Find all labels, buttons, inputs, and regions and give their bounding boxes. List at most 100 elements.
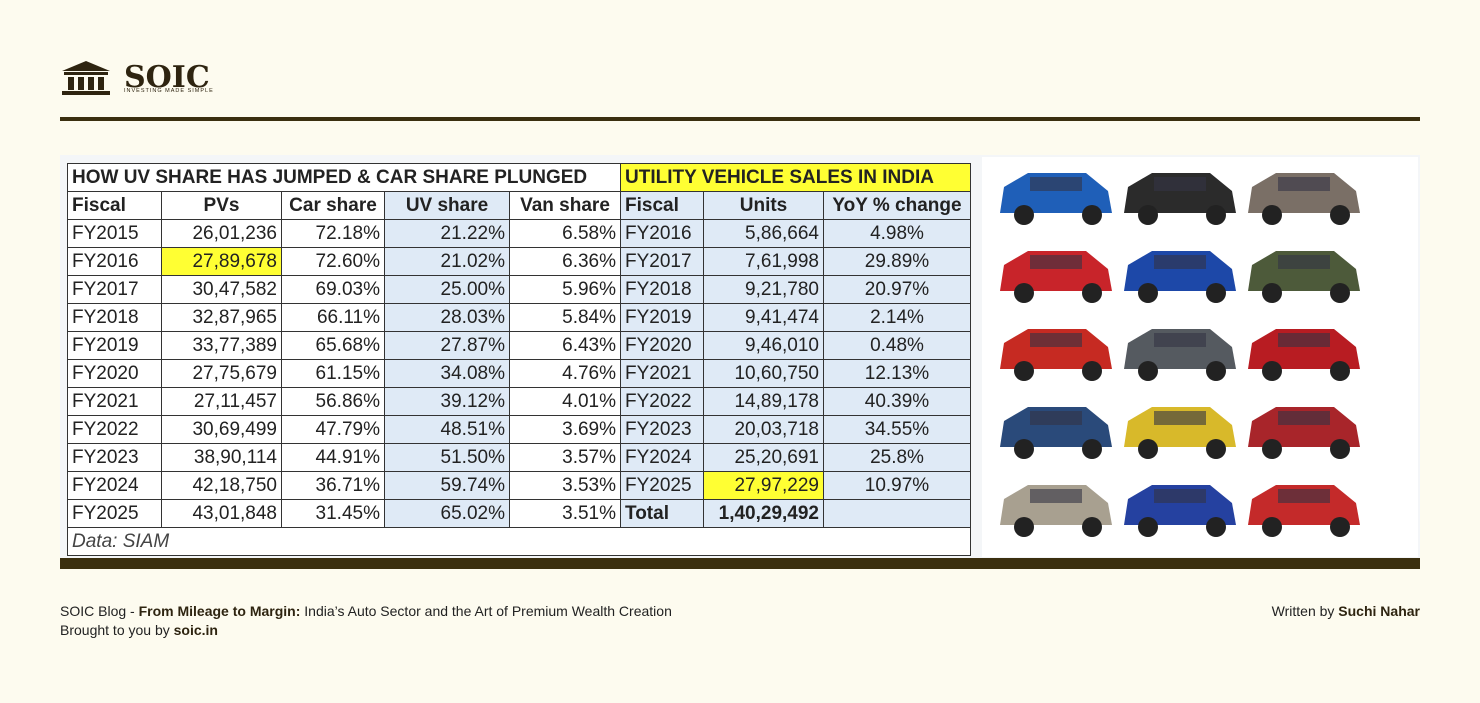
cell: 42,18,750 xyxy=(161,471,282,500)
car-image xyxy=(1000,173,1112,225)
cell: 72.18% xyxy=(281,219,385,248)
row: FY2018 32,87,965 66.11% 28.03% 5.84% FY2019 9,… xyxy=(67,303,971,332)
cell: PVs xyxy=(161,191,282,220)
car-grid xyxy=(1000,173,1360,537)
cell: 69.03% xyxy=(281,275,385,304)
credit-line: Brought to you by soic.in xyxy=(60,622,218,638)
cell: 21.02% xyxy=(384,247,510,276)
cell: 38,90,114 xyxy=(161,443,282,472)
cell: 9,21,780 xyxy=(703,275,824,304)
text: SOIC Blog - xyxy=(60,603,139,619)
cell: 27,97,229 xyxy=(703,471,824,500)
cell: 30,69,499 xyxy=(161,415,282,444)
cell: UV share xyxy=(384,191,510,220)
cell: Fiscal xyxy=(67,191,162,220)
logo-text: SOIC xyxy=(124,60,210,95)
row: HOW UV SHARE HAS JUMPED & CAR SHARE PLUN… xyxy=(67,163,971,192)
cell: 56.86% xyxy=(281,387,385,416)
text: Brought to you by xyxy=(60,622,174,638)
cell: 27,75,679 xyxy=(161,359,282,388)
cell: 65.02% xyxy=(384,499,510,528)
cell: 6.58% xyxy=(509,219,621,248)
cell: 3.69% xyxy=(509,415,621,444)
cell: 72.60% xyxy=(281,247,385,276)
cell: FY2019 xyxy=(67,331,162,360)
cell: Fiscal xyxy=(620,191,704,220)
cell: Units xyxy=(703,191,824,220)
row: FY2025 43,01,848 31.45% 65.02% 3.51% Total 1,4… xyxy=(67,499,971,528)
cell: FY2024 xyxy=(67,471,162,500)
car-image xyxy=(1124,251,1236,303)
cell: 44.91% xyxy=(281,443,385,472)
car-image xyxy=(1248,407,1360,459)
row: FY2022 30,69,499 47.79% 48.51% 3.69% FY2023 20… xyxy=(67,415,971,444)
cell: FY2017 xyxy=(67,275,162,304)
logo-icon xyxy=(62,61,110,95)
car-image xyxy=(1124,329,1236,381)
cell: 5.84% xyxy=(509,303,621,332)
cell: YoY % change xyxy=(823,191,971,220)
author-line: Written by Suchi Nahar xyxy=(1272,603,1420,619)
car-image xyxy=(1124,173,1236,225)
cell: 40.39% xyxy=(823,387,971,416)
cell: 25,20,691 xyxy=(703,443,824,472)
cell xyxy=(823,499,971,528)
cell: 14,89,178 xyxy=(703,387,824,416)
car-image xyxy=(1248,173,1360,225)
cell: 9,41,474 xyxy=(703,303,824,332)
cell: 5.96% xyxy=(509,275,621,304)
car-image xyxy=(1000,407,1112,459)
cell: 4.01% xyxy=(509,387,621,416)
cell: 3.51% xyxy=(509,499,621,528)
cell: 20,03,718 xyxy=(703,415,824,444)
cell: 25.8% xyxy=(823,443,971,472)
cell: 1,40,29,492 xyxy=(703,499,824,528)
row: FY2017 30,47,582 69.03% 25.00% 5.96% FY2018 9,… xyxy=(67,275,971,304)
car-image xyxy=(1000,329,1112,381)
row: Data: SIAM xyxy=(67,527,971,556)
cell: UTILITY VEHICLE SALES IN INDIA xyxy=(620,163,971,192)
row: Fiscal PVs Car share UV share Van share Fisca… xyxy=(67,191,971,220)
car-image xyxy=(1000,485,1112,537)
car-image xyxy=(1248,485,1360,537)
cell: 9,46,010 xyxy=(703,331,824,360)
car-images xyxy=(982,157,1418,557)
cell: 51.50% xyxy=(384,443,510,472)
cell: 10.97% xyxy=(823,471,971,500)
cell: 26,01,236 xyxy=(161,219,282,248)
cell: 21.22% xyxy=(384,219,510,248)
cell: 7,61,998 xyxy=(703,247,824,276)
cell: 12.13% xyxy=(823,359,971,388)
cell: FY2021 xyxy=(620,359,704,388)
cell: 28.03% xyxy=(384,303,510,332)
row: FY2019 33,77,389 65.68% 27.87% 6.43% FY2020 9,… xyxy=(67,331,971,360)
cell: 32,87,965 xyxy=(161,303,282,332)
cell: 30,47,582 xyxy=(161,275,282,304)
cell: 3.57% xyxy=(509,443,621,472)
cell: FY2023 xyxy=(67,443,162,472)
row: FY2021 27,11,457 56.86% 39.12% 4.01% FY2022 14… xyxy=(67,387,971,416)
cell: Data: SIAM xyxy=(67,527,282,556)
cell: 2.14% xyxy=(823,303,971,332)
cell: 31.45% xyxy=(281,499,385,528)
cell: 4.76% xyxy=(509,359,621,388)
logo: SOIC INVESTING MADE SIMPLE xyxy=(60,58,213,98)
cell: 33,77,389 xyxy=(161,331,282,360)
cell: FY2018 xyxy=(67,303,162,332)
cell: 39.12% xyxy=(384,387,510,416)
car-image xyxy=(1124,485,1236,537)
cell: 61.15% xyxy=(281,359,385,388)
cell: 66.11% xyxy=(281,303,385,332)
cell: 25.00% xyxy=(384,275,510,304)
cell: FY2025 xyxy=(67,499,162,528)
cell: FY2021 xyxy=(67,387,162,416)
car-image xyxy=(1248,251,1360,303)
cell: Car share xyxy=(281,191,385,220)
blog-title: From Mileage to Margin: xyxy=(138,603,301,619)
cell: HOW UV SHARE HAS JUMPED & CAR SHARE PLUN… xyxy=(67,163,621,192)
divider xyxy=(60,117,1420,121)
cell: 59.74% xyxy=(384,471,510,500)
car-image xyxy=(1248,329,1360,381)
cell: 27.87% xyxy=(384,331,510,360)
